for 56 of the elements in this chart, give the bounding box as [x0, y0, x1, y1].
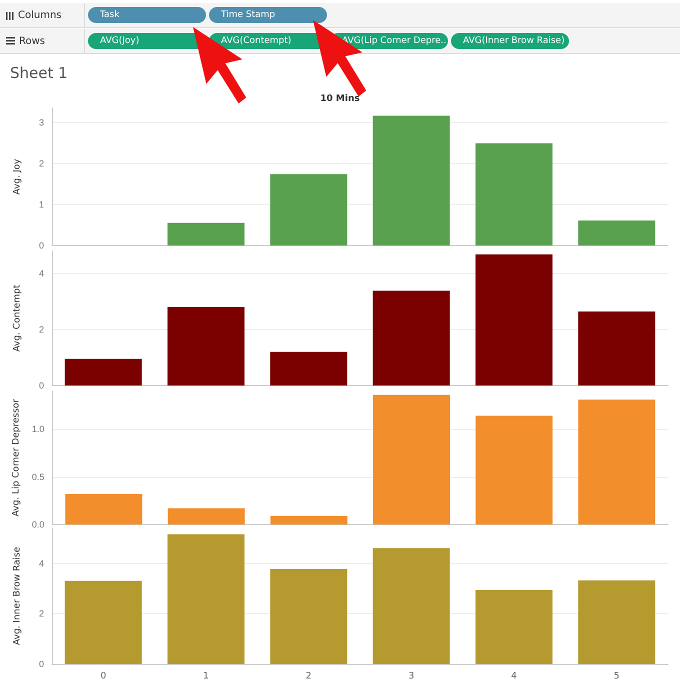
- y-tick-label: 3: [38, 117, 44, 128]
- x-tick-label: 3: [408, 672, 414, 682]
- bar: [578, 580, 656, 664]
- bar: [64, 358, 142, 386]
- bar: [372, 116, 450, 246]
- y-tick-label: 2: [38, 608, 44, 619]
- y-tick-label: 1.0: [32, 424, 44, 434]
- bar: [476, 143, 552, 246]
- text: Rows: [19, 36, 46, 46]
- text: AVG(Joy): [88, 33, 206, 49]
- y-tick-label: 1: [38, 199, 44, 210]
- x-tick-label: 2: [306, 672, 312, 682]
- bar: [578, 312, 656, 386]
- text: AVG(Lip Corner Depre..: [330, 33, 448, 49]
- bar: [578, 400, 656, 524]
- text: Columns: [18, 10, 62, 20]
- y-tick-label: 0.5: [32, 472, 44, 482]
- y-tick-label: 0: [38, 380, 44, 390]
- bar: [168, 222, 244, 246]
- bar: [65, 494, 142, 524]
- chart-subtitle: 10 Mins: [319, 94, 361, 104]
- y-axis-title: Avg. Lip Corner Depressor: [12, 398, 22, 516]
- y-tick-label: 0.0: [32, 520, 44, 530]
- y-tick-label: 4: [38, 268, 44, 278]
- bar: [64, 580, 142, 664]
- y-tick-label: 4: [38, 558, 44, 568]
- bar: [168, 508, 245, 524]
- text: AVG(Contempt): [209, 33, 327, 49]
- text: AVG(Inner Brow Raise): [451, 33, 569, 49]
- text: Task: [88, 7, 206, 23]
- bar: [476, 416, 553, 524]
- y-axis-title: Avg. Joy: [12, 158, 22, 195]
- bar: [270, 516, 348, 524]
- y-tick-label: 0: [38, 240, 44, 250]
- y-axis-title: Avg. Contempt: [12, 284, 22, 352]
- bar: [373, 394, 450, 524]
- bar: [372, 548, 450, 664]
- chart-title: Sheet 1: [10, 64, 68, 82]
- bar: [270, 569, 348, 664]
- bar: [270, 352, 348, 386]
- bar: [168, 307, 244, 386]
- y-axis-title: Avg. Inner Brow Raise: [12, 546, 22, 646]
- x-tick-label: 4: [511, 672, 518, 682]
- bar: [372, 290, 450, 386]
- bar: [168, 534, 244, 664]
- bar: [476, 254, 552, 386]
- x-tick-label: 1: [203, 672, 209, 682]
- bar: [578, 220, 656, 246]
- bar: [270, 174, 348, 246]
- y-tick-label: 2: [38, 324, 44, 334]
- x-tick-label: 0: [100, 672, 106, 682]
- y-tick-label: 2: [38, 158, 44, 168]
- bar: [476, 590, 552, 664]
- x-tick-label: 5: [614, 672, 620, 682]
- text: Time Stamp: [209, 7, 327, 23]
- y-tick-label: 0: [38, 659, 44, 669]
